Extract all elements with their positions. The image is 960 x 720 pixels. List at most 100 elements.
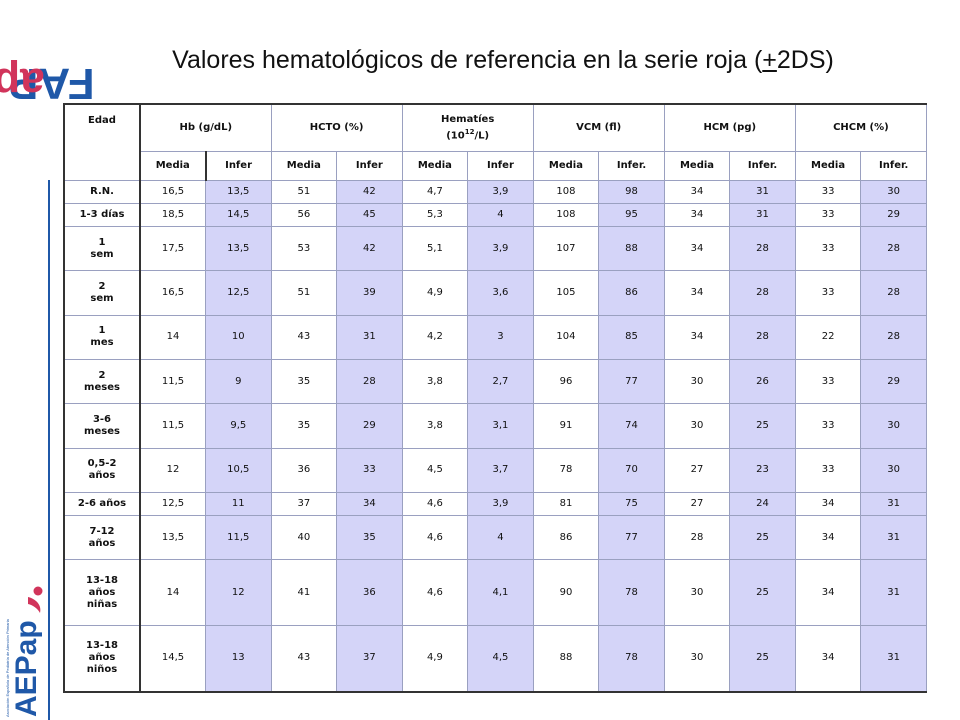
lower-limit-cell: 78 (598, 559, 665, 626)
age-label-line: meses (84, 426, 120, 437)
mean-value-cell: 37 (270, 491, 338, 517)
mean-value-cell: 16,5 (139, 179, 207, 205)
mean-value-cell: 11,5 (139, 403, 207, 449)
lower-limit-cell: 85 (598, 314, 665, 361)
mean-value-cell: 107 (532, 226, 600, 272)
lower-limit-cell: 25 (729, 515, 796, 561)
age-label-line: meses (84, 381, 120, 393)
title-text-before: Valores hematológicos de referencia en l… (172, 46, 763, 74)
lower-limit-cell: 28 (336, 359, 403, 405)
table-row: 2 meses 11,5 9 35 28 3,8 2,7 96 77 30 26 33 29 (63, 359, 927, 405)
mean-value-cell: 16,5 (139, 270, 207, 316)
age-cell: 3-6 meses (63, 403, 141, 449)
age-cell: 0,5-2 años (63, 447, 141, 493)
lower-limit-cell: 4 (467, 515, 534, 561)
age-label-line: R.N. (90, 186, 114, 198)
mean-value-cell: 4,7 (401, 179, 469, 205)
lower-limit-cell: 34 (336, 491, 403, 517)
lower-limit-cell: 12,5 (205, 270, 272, 316)
mean-value-cell: 105 (532, 270, 600, 316)
age-cell: 13-18 años niños (63, 624, 141, 693)
age-label-line: 1-3 días (79, 209, 125, 221)
hematies-unit-open: (10 (446, 130, 465, 142)
table-row: 13-18 años niñas 14 12 41 36 4,6 4,1 90 78 30 25 34 31 (63, 559, 927, 626)
age-cell: R.N. (63, 179, 141, 205)
age-cell: 13-18 años niñas (63, 559, 141, 626)
group-header-hcto: HCTO (%) (270, 103, 403, 152)
age-cell: 2-6 años (63, 491, 141, 517)
age-label-line: 7-12 (89, 525, 115, 537)
lower-limit-cell: 31 (729, 203, 796, 228)
group-header-chcm: CHCM (%) (794, 103, 928, 152)
age-cell: 2 meses (63, 359, 141, 405)
lower-limit-cell: 74 (598, 403, 665, 449)
mean-value-cell: 34 (663, 270, 731, 316)
group-header-vcm: VCM (fl) (532, 103, 665, 152)
mean-value-cell: 35 (270, 359, 338, 405)
lower-limit-cell: 4,1 (467, 559, 534, 626)
lower-limit-cell: 31 (336, 314, 403, 361)
lower-limit-cell: 30 (860, 179, 927, 205)
age-label-line: sem (90, 248, 114, 260)
lower-limit-cell: 10,5 (205, 447, 272, 493)
age-cell: 2 sem (63, 270, 141, 316)
mean-value-cell: 4,9 (401, 270, 469, 316)
table-row: 1-3 días 18,5 14,5 56 45 5,3 4 108 95 34 31 33 29 (63, 203, 927, 228)
age-label-line: 2 (98, 281, 106, 293)
mean-value-cell: 56 (270, 203, 338, 228)
fapap-logo: FAPap (0, 18, 95, 148)
lower-limit-cell: 42 (336, 179, 403, 205)
lower-limit-cell: 3,1 (467, 403, 534, 449)
aepap-child-figure (28, 586, 43, 613)
subheader-cell: Infer (336, 151, 403, 181)
mean-value-cell: 33 (794, 203, 862, 228)
subheader-cell: Infer. (860, 151, 927, 181)
lower-limit-cell: 78 (598, 624, 665, 693)
lower-limit-cell: 28 (729, 314, 796, 361)
mean-value-cell: 51 (270, 179, 338, 205)
mean-value-cell: 27 (663, 447, 731, 493)
lower-limit-cell: 13 (205, 624, 272, 693)
age-label-line: 2-6 años (77, 497, 127, 509)
lower-limit-cell: 28 (729, 270, 796, 316)
mean-value-cell: 4,6 (401, 491, 469, 517)
mean-value-cell: 91 (532, 403, 600, 449)
aepap-logo-text: AEPap (10, 620, 43, 717)
mean-value-cell: 43 (270, 314, 338, 361)
age-column-header: Edad (63, 103, 141, 181)
lower-limit-cell: 29 (336, 403, 403, 449)
mean-value-cell: 34 (663, 226, 731, 272)
lower-limit-cell: 2,7 (467, 359, 534, 405)
age-cell: 1 mes (63, 314, 141, 361)
subheader-cell: Media (663, 151, 731, 181)
lower-limit-cell: 23 (729, 447, 796, 493)
hematies-unit-exponent: 12 (464, 127, 475, 136)
mean-value-cell: 88 (532, 624, 600, 693)
age-label-line: 2 (98, 369, 106, 381)
mean-value-cell: 14,5 (139, 624, 207, 693)
mean-value-cell: 11,5 (139, 359, 207, 405)
age-label-line: 0,5-2 (87, 458, 117, 470)
lower-limit-cell: 24 (729, 491, 796, 517)
table-row: R.N. 16,5 13,5 51 42 4,7 3,9 108 98 34 31 33 30 (63, 179, 927, 205)
lower-limit-cell: 10 (205, 314, 272, 361)
subheader-cell: Infer. (598, 151, 665, 181)
lower-limit-cell: 75 (598, 491, 665, 517)
lower-limit-cell: 28 (860, 314, 927, 361)
lower-limit-cell: 42 (336, 226, 403, 272)
lower-limit-cell: 3,9 (467, 179, 534, 205)
table-body: R.N. 16,5 13,5 51 42 4,7 3,9 108 98 34 31 33 30 1-3 d… (63, 179, 927, 693)
mean-value-cell: 27 (663, 491, 731, 517)
lower-limit-cell: 13,5 (205, 179, 272, 205)
lower-limit-cell: 29 (860, 359, 927, 405)
mean-value-cell: 3,8 (401, 403, 469, 449)
mean-value-cell: 108 (532, 203, 600, 228)
mean-value-cell: 96 (532, 359, 600, 405)
subheader-cell: Infer (204, 151, 272, 181)
mean-value-cell: 4,6 (401, 515, 469, 561)
age-label-line: sem (90, 293, 114, 305)
mean-value-cell: 4,5 (401, 447, 469, 493)
group-header-hb: Hb (g/dL) (139, 103, 272, 152)
lower-limit-cell: 3,7 (467, 447, 534, 493)
fapap-logo-part-b: ap (0, 59, 45, 108)
